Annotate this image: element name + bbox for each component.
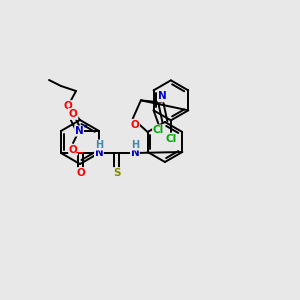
Text: N: N (130, 148, 139, 158)
Text: −: − (74, 148, 84, 158)
Text: O: O (69, 145, 77, 155)
Text: Cl: Cl (165, 134, 176, 144)
Text: Cl: Cl (153, 125, 164, 135)
Text: O: O (130, 120, 139, 130)
Text: O: O (76, 168, 85, 178)
Text: H: H (95, 140, 103, 150)
Text: S: S (113, 168, 121, 178)
Text: N: N (94, 148, 103, 158)
Text: N: N (158, 92, 167, 101)
Text: O: O (64, 101, 72, 111)
Text: N: N (75, 126, 83, 136)
Text: H: H (131, 140, 139, 150)
Text: O: O (69, 109, 77, 119)
Text: +: + (81, 122, 87, 130)
